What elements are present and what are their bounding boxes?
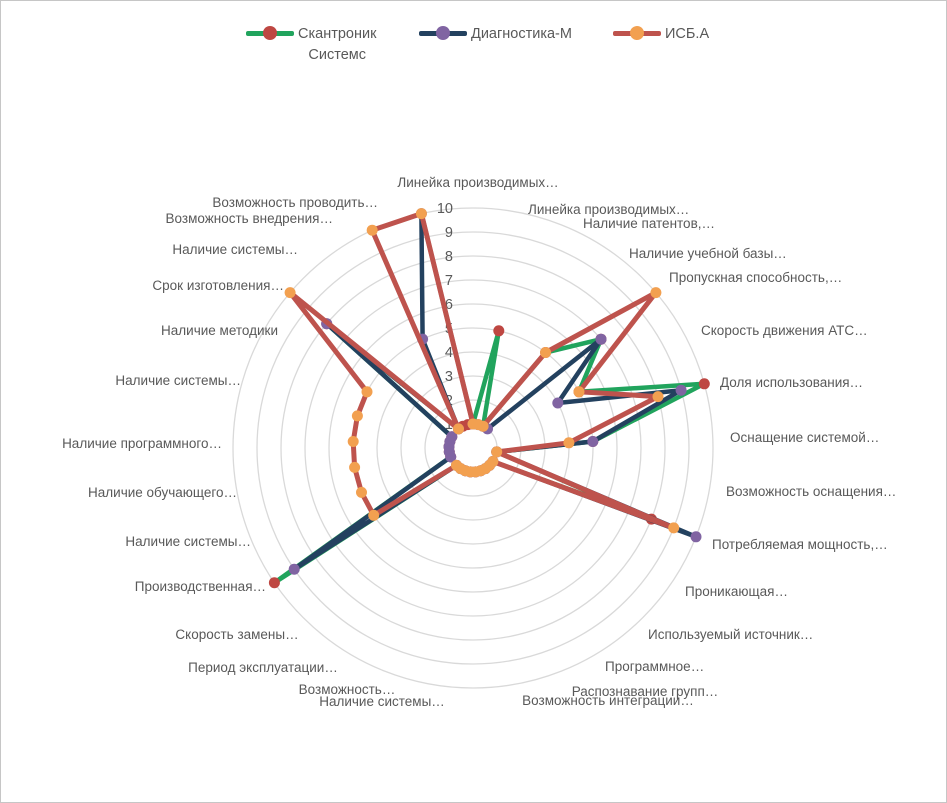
- data-point-marker-3[interactable]: [477, 420, 489, 432]
- data-point-marker-1[interactable]: [493, 325, 505, 337]
- axis-tick-label: 1: [445, 417, 453, 433]
- series-line-3[interactable]: [287, 211, 677, 531]
- data-point-marker-2[interactable]: [595, 333, 607, 345]
- category-label: Наличие патентов,…: [583, 216, 715, 231]
- data-point-marker-3[interactable]: [540, 347, 552, 358]
- category-label: Наличие учебной базы…: [629, 246, 787, 261]
- category-label: Производственная…: [135, 579, 266, 594]
- category-label: Возможность интеграции…: [522, 693, 694, 708]
- legend-item-isb-a[interactable]: ИСБ.А: [613, 24, 709, 45]
- category-label: Скорость замены…: [175, 627, 298, 642]
- data-point-marker-3[interactable]: [356, 486, 367, 498]
- axis-tick-label: 6: [445, 297, 453, 313]
- axis-tick-label: 9: [445, 225, 453, 241]
- data-point-marker-3[interactable]: [368, 509, 380, 521]
- data-point-marker-3[interactable]: [563, 437, 575, 449]
- category-label: Возможность внедрения…: [166, 211, 333, 226]
- axis-tick-label: 3: [445, 369, 453, 385]
- data-point-marker-1[interactable]: [268, 577, 280, 589]
- category-label: Используемый источник…: [648, 627, 813, 642]
- legend-label: Диагностика-М: [471, 26, 572, 42]
- data-point-marker-3[interactable]: [347, 436, 359, 447]
- category-label: Оснащение системой…: [730, 430, 879, 445]
- category-label: Пропускная способность,…: [669, 270, 842, 285]
- category-label: Возможность проводить…: [212, 195, 378, 210]
- category-label: Наличие системы…: [115, 373, 241, 388]
- data-point-marker-2[interactable]: [675, 384, 687, 396]
- category-label: Период эксплуатации…: [188, 660, 338, 675]
- category-label: Распознавание групп…: [572, 684, 719, 699]
- legend-label: ИСБ.А: [665, 26, 710, 42]
- category-label: Доля использования…: [720, 375, 863, 390]
- legend-line-marker-icon: [419, 26, 467, 41]
- category-label: Возможность оснащения…: [726, 484, 896, 499]
- data-point-marker-1[interactable]: [698, 378, 710, 390]
- category-label: Наличие методики: [161, 323, 278, 338]
- radar-gridline: [304, 279, 642, 617]
- data-point-marker-3[interactable]: [451, 459, 462, 471]
- radar-gridline: [280, 255, 666, 641]
- axis-tick-label: 7: [445, 273, 453, 289]
- legend-line-marker-icon: [613, 26, 661, 41]
- data-point-marker-3[interactable]: [284, 287, 296, 299]
- category-label: Скорость движения АТС…: [701, 323, 868, 338]
- data-point-marker-3[interactable]: [652, 391, 664, 403]
- axis-tick-label: 4: [445, 345, 453, 361]
- data-point-marker-3[interactable]: [668, 522, 680, 534]
- legend-label: Скантроник Системс: [298, 26, 377, 63]
- data-point-marker-3[interactable]: [453, 423, 464, 435]
- chart-legend: Скантроник Системс Диагностика-М ИСБ.А: [1, 1, 946, 71]
- axis-tick-label: 10: [437, 201, 453, 217]
- data-point-marker-3[interactable]: [650, 287, 662, 299]
- category-label: Наличие обучающего…: [88, 485, 237, 500]
- category-label: Возможность…: [299, 682, 396, 697]
- category-label: Потребляемая мощность,…: [712, 537, 888, 552]
- legend-item-skantronik-systems[interactable]: Скантроник Системс: [246, 24, 376, 66]
- data-point-marker-2[interactable]: [690, 531, 702, 543]
- category-label: Линейка производимых…: [528, 202, 689, 217]
- data-point-marker-3[interactable]: [349, 461, 361, 473]
- data-point-marker-2[interactable]: [552, 397, 564, 409]
- data-point-marker-3[interactable]: [415, 208, 427, 220]
- data-point-marker-3[interactable]: [351, 410, 363, 422]
- category-label: Наличие системы…: [319, 694, 445, 709]
- category-label: Линейка производимых…: [397, 175, 558, 190]
- category-label: Срок изготовления…: [152, 278, 284, 293]
- radar-gridline: [352, 327, 594, 569]
- radar-gridline: [232, 207, 714, 689]
- radar-gridline: [256, 231, 690, 665]
- radar-gridline: [328, 303, 618, 593]
- category-label: Наличие системы…: [172, 242, 298, 257]
- data-point-marker-3[interactable]: [361, 386, 373, 398]
- data-point-marker-2[interactable]: [288, 563, 300, 575]
- data-point-marker-3[interactable]: [573, 386, 585, 398]
- axis-tick-label: 8: [445, 249, 453, 265]
- legend-line-marker-icon: [246, 26, 294, 41]
- category-label: Наличие системы…: [125, 534, 251, 549]
- data-point-marker-2[interactable]: [446, 431, 458, 443]
- data-point-marker-3[interactable]: [366, 224, 378, 236]
- data-point-marker-2[interactable]: [587, 436, 599, 447]
- data-point-marker-3[interactable]: [491, 446, 503, 458]
- legend-item-diagnostika-m[interactable]: Диагностика-М: [419, 24, 572, 45]
- category-label: Проникающая…: [685, 584, 788, 599]
- category-label: Программное…: [605, 659, 704, 674]
- category-label: Наличие программного…: [62, 436, 222, 451]
